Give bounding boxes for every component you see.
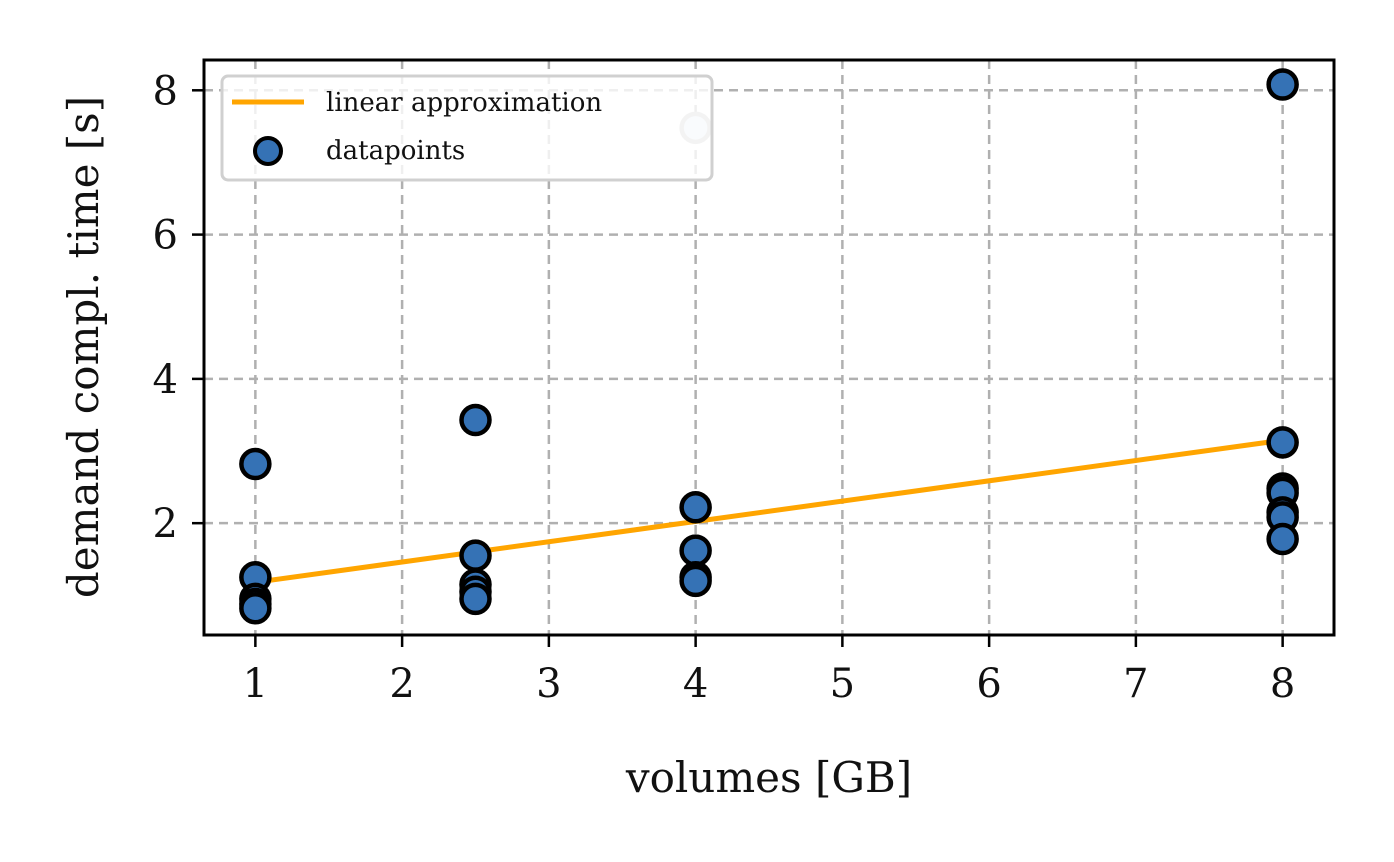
data-point (1269, 525, 1297, 553)
x-tick-label: 2 (389, 661, 414, 707)
y-tick-label: 8 (153, 68, 178, 114)
y-tick-label: 4 (153, 357, 178, 403)
data-point (682, 567, 710, 595)
linear-approximation-line (255, 440, 1282, 582)
x-axis-title: volumes [GB] (625, 753, 912, 802)
x-tick-label: 4 (683, 661, 708, 707)
data-point (241, 594, 269, 622)
line-series (255, 440, 1282, 582)
x-tick-label: 3 (536, 661, 561, 707)
data-point (461, 585, 489, 613)
x-tick-label: 1 (243, 661, 268, 707)
x-tick-label: 6 (976, 661, 1001, 707)
x-tick-label: 8 (1270, 661, 1295, 707)
data-point (682, 537, 710, 565)
legend-label-line: linear approximation (326, 88, 602, 118)
data-point (241, 450, 269, 478)
data-point (682, 493, 710, 521)
legend-marker-swatch (255, 138, 281, 164)
y-axis-title: demand compl. time [s] (59, 96, 108, 598)
x-tick-label: 7 (1123, 661, 1148, 707)
y-tick-label: 6 (153, 213, 178, 259)
data-point (461, 542, 489, 570)
x-tick-label: 5 (830, 661, 855, 707)
data-point (461, 406, 489, 434)
data-point (1269, 428, 1297, 456)
data-point (1269, 71, 1297, 99)
legend-label-points: datapoints (326, 136, 465, 166)
y-tick-label: 2 (153, 501, 178, 547)
legend: linear approximation datapoints (222, 76, 712, 180)
